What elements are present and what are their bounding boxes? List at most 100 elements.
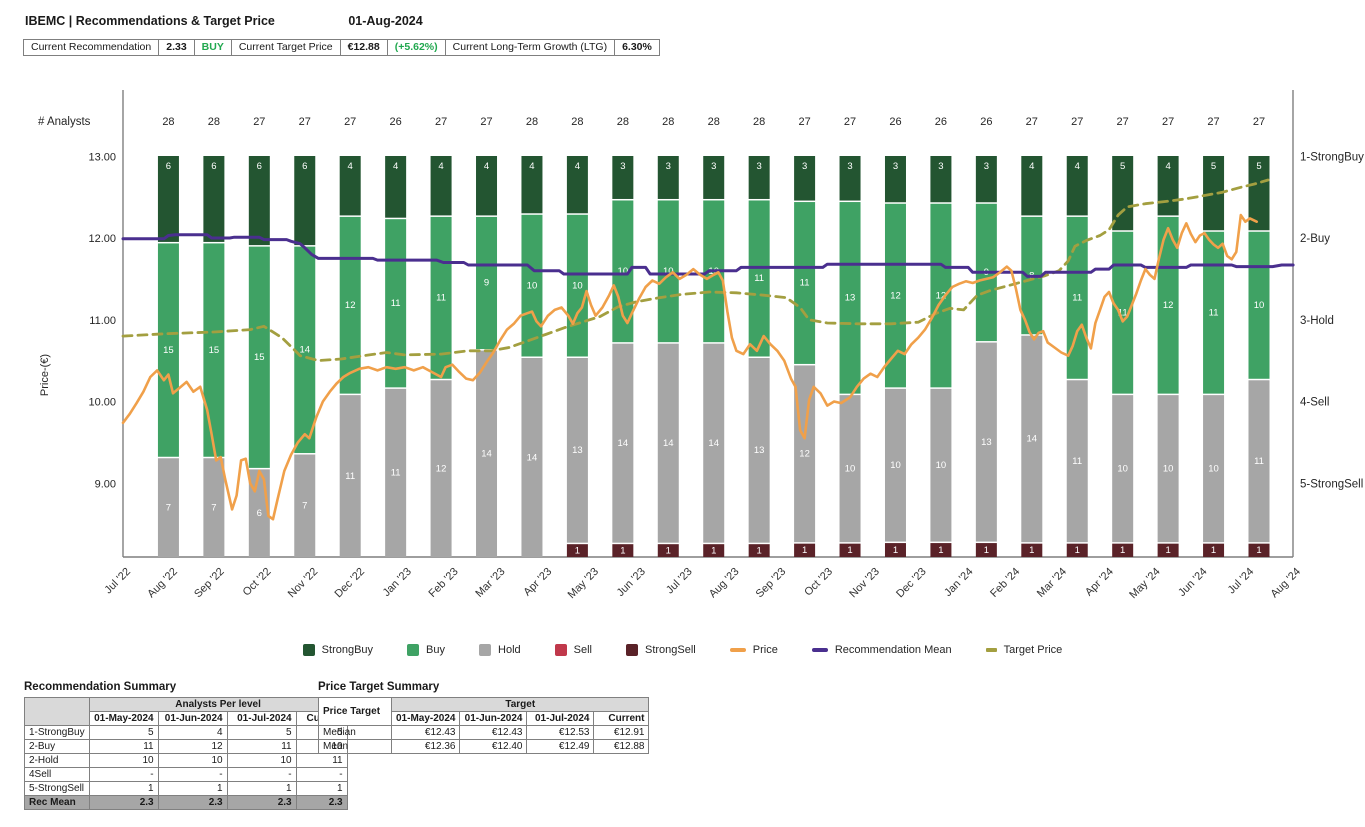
bar-segment-label: 3 <box>893 161 898 172</box>
current-recommendation-rating: BUY <box>193 39 232 56</box>
bar-segment-strongbuy <box>203 156 225 242</box>
bar-segment-label: 1 <box>1029 545 1034 556</box>
row-value: 1 <box>88 781 159 796</box>
current-target-price-value: €12.88 <box>339 39 388 56</box>
bar-segment-strongbuy <box>1021 156 1043 216</box>
row-value: 11 <box>88 739 159 754</box>
row-value: €12.91 <box>593 725 650 740</box>
x-axis-month-label: Dec '22 <box>333 566 368 601</box>
bar-segment-label: 4 <box>393 161 398 172</box>
bar-segment-label: 1 <box>711 545 716 556</box>
right-axis-label: 5-StrongSell <box>1300 478 1363 490</box>
table-row: 4Sell - - - - <box>24 767 348 782</box>
bar-segment-strongsell <box>975 543 997 557</box>
bar-segment-strongbuy <box>657 156 679 199</box>
x-axis-month-label: Sep '23 <box>754 566 789 601</box>
row-value: €12.43 <box>390 725 461 740</box>
bar-segment-label: 10 <box>663 266 674 277</box>
bar-segment-strongbuy <box>975 156 997 203</box>
x-axis-month-label: Apr '23 <box>521 566 554 599</box>
row-value: - <box>157 767 228 782</box>
bar-segment-label: 7 <box>166 502 171 513</box>
right-axis-label: 1-StrongBuy <box>1300 151 1364 163</box>
x-axis-month-label: Feb '24 <box>988 566 1022 600</box>
bar-segment-hold <box>1066 380 1088 543</box>
bar-segment-label: 12 <box>436 463 447 474</box>
y-axis-tick-label: 11.00 <box>89 315 116 327</box>
bar-segment-strongsell <box>1203 543 1225 557</box>
bar-segment-label: 3 <box>711 161 716 172</box>
legend-sell-swatch-icon <box>554 644 567 656</box>
legend-buy-swatch-icon <box>407 644 420 656</box>
bar-segment-label: 3 <box>984 161 989 172</box>
row-value: 5 <box>88 725 159 740</box>
table-row: 5-StrongSell 1 1 1 1 <box>24 781 348 796</box>
bar-segment-strongsell <box>612 544 634 557</box>
bar-segment-hold <box>1112 395 1134 543</box>
bar-segment-label: 5 <box>1211 161 1216 172</box>
x-axis-month-label: Jul '24 <box>1226 566 1257 597</box>
x-axis-month-label: Apr '24 <box>1083 566 1116 599</box>
bar-segment-label: 1 <box>984 545 989 556</box>
recommendation-mean-line <box>121 233 1295 278</box>
bar-segment-label: 1 <box>893 545 898 556</box>
legend-sell-label: Sell <box>573 644 592 656</box>
analyst-count: 28 <box>571 116 583 128</box>
row-label: 4Sell <box>24 767 90 782</box>
bar-segment-buy <box>794 202 816 364</box>
legend-sell: Sell <box>554 644 592 656</box>
report-date: 01-Aug-2024 <box>348 14 423 28</box>
target-price-line <box>121 178 1270 363</box>
recommendations-target-price-chart: 13.00 12.00 11.00 10.00 9.00 Price-(€) # Analy… <box>38 90 1364 601</box>
row-value: 11 <box>295 753 348 768</box>
bar-segment-buy <box>476 216 498 350</box>
bar-segment-label: 15 <box>254 352 265 363</box>
x-axis-month-label: Feb '23 <box>427 566 461 600</box>
bar-segment-hold <box>476 350 498 557</box>
bar-segment-label: 4 <box>484 161 489 172</box>
bar-segment-label: 5 <box>1120 161 1125 172</box>
bar-segment-label: 13 <box>845 293 856 304</box>
bar-segment-label: 1 <box>666 545 671 556</box>
bar-segment-label: 14 <box>663 438 674 449</box>
bar-segment-strongsell <box>1066 543 1088 557</box>
row-value: €12.40 <box>459 739 528 754</box>
footer-value: 2.3 <box>226 795 297 810</box>
analyst-count: 27 <box>1026 116 1038 128</box>
row-value: 10 <box>88 753 159 768</box>
x-axis-month-label: Aug '22 <box>145 566 180 601</box>
bar-segment-strongbuy <box>521 156 543 214</box>
bar-segment-label: 14 <box>527 452 538 463</box>
bar-segment-strongbuy <box>566 156 588 214</box>
row-value: 12 <box>157 739 228 754</box>
analysts-axis-title: # Analysts <box>38 116 91 128</box>
table-column-header: 01-Jun-2024 <box>157 711 228 726</box>
bar-segment-label: 12 <box>890 290 901 301</box>
table-column-header: 01-Jul-2024 <box>526 711 595 726</box>
bar-segment-label: 14 <box>708 438 719 449</box>
bar-segment-label: 12 <box>799 449 810 460</box>
bar-segment-hold <box>1203 395 1225 543</box>
page-title: IBEMC | Recommendations & Target Price <box>25 14 275 28</box>
bar-segment-label: 4 <box>348 161 353 172</box>
bar-segment-label: 9 <box>484 278 489 289</box>
bar-segment-label: 4 <box>1029 161 1034 172</box>
table-column-header: 01-Jul-2024 <box>226 711 297 726</box>
row-label: 2-Hold <box>24 753 90 768</box>
bar-segment-label: 11 <box>1118 307 1128 318</box>
row-value: €12.43 <box>459 725 528 740</box>
current-target-price-upside: (+5.62%) <box>386 39 446 56</box>
bar-segment-label: 14 <box>299 345 310 356</box>
report-header: IBEMC | Recommendations & Target Price 0… <box>25 14 423 28</box>
bar-segment-label: 10 <box>890 460 901 471</box>
current-ltg-value: 6.30% <box>614 39 660 56</box>
bar-segment-strongsell <box>839 543 861 557</box>
footer-value: 2.3 <box>88 795 159 810</box>
legend-hold: Hold <box>479 644 521 656</box>
analyst-count: 27 <box>480 116 492 128</box>
price-target-summary-table: Price Target Target 01-May-2024 01-Jun-2024… <box>318 697 650 754</box>
bar-segment-label: 10 <box>527 280 538 291</box>
bar-segment-buy <box>1248 231 1270 379</box>
bar-segment-strongbuy <box>476 156 498 216</box>
x-axis-month-label: Nov '22 <box>286 566 321 601</box>
